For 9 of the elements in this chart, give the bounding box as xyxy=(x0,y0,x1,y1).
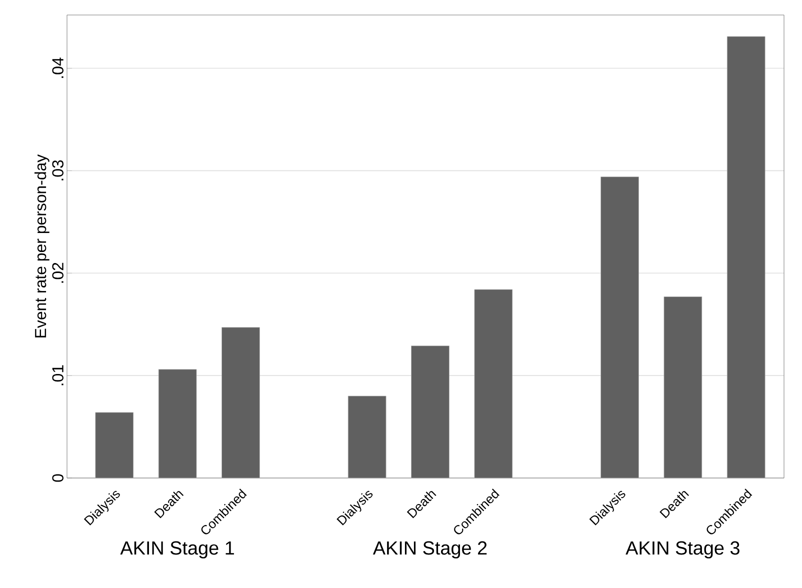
y-tick-label: .01 xyxy=(52,365,64,386)
y-tick-label: 0 xyxy=(52,474,64,482)
y-tick-label: .04 xyxy=(52,58,64,78)
y-tick-label: .02 xyxy=(52,262,64,283)
text: AKIN Stage 3 xyxy=(626,541,740,558)
text: AKIN Stage 2 xyxy=(372,541,487,558)
y-tick-label: .03 xyxy=(52,160,64,180)
y-axis-title: Event rate per person-day xyxy=(34,154,50,338)
text: AKIN Stage 1 xyxy=(120,541,234,558)
